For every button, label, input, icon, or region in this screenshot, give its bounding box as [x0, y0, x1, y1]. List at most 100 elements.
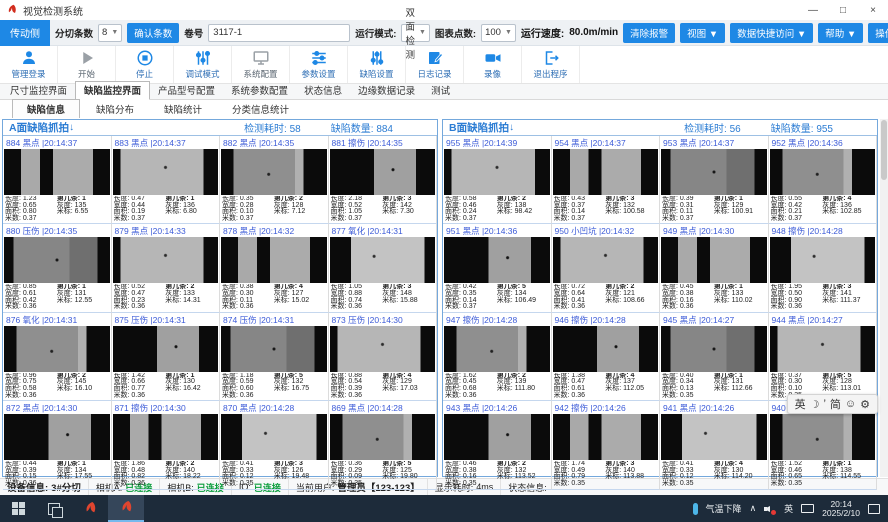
defect-cell[interactable]: 872 黑点 20:14:30 长度: 0.44 宽度: 0.39 面积: 0.… [3, 401, 112, 490]
subtab-defect-distribution[interactable]: 缺陷分布 [96, 105, 135, 116]
maximize-button[interactable]: □ [839, 4, 847, 16]
defect-length: 1.38 [571, 372, 586, 379]
defect-area: 0.41 [571, 296, 586, 304]
sort-down-icon[interactable]: ↓ [69, 122, 75, 133]
help-menu-button[interactable]: 帮助 ▼ [818, 22, 864, 43]
ime-indicator[interactable]: 英 [784, 504, 794, 514]
defect-cell[interactable]: 875 压伤 20:14:31 长度: 1.42 宽度: 0.66 面积: 0.… [111, 312, 220, 402]
defect-cell[interactable]: 877 氧化 20:14:31 长度: 1.05 宽度: 0.88 面积: 0.… [328, 224, 437, 313]
subtab-defect-info[interactable]: 缺陷信息 [12, 99, 81, 119]
system-config-button[interactable]: 系统配置 [232, 46, 290, 83]
record-video-button[interactable]: 录像 [464, 46, 522, 83]
active-app-button[interactable] [108, 495, 144, 522]
defect-gray: 126 [291, 466, 304, 474]
pinned-app-button[interactable] [72, 495, 108, 522]
defect-cell[interactable]: 942 擦伤 20:14:26 长度: 1.74 宽度: 0.49 面积: 0.… [551, 401, 660, 490]
defect-cell[interactable]: 871 擦伤 20:14:30 长度: 1.86 宽度: 0.48 面积: 0.… [111, 401, 220, 490]
run-mode-dropdown[interactable]: 双面检测 ▼ [401, 8, 430, 61]
defect-cell[interactable]: 952 黑点 20:14:36 长度: 0.55 宽度: 0.42 面积: 0.… [768, 136, 877, 225]
defect-cell[interactable]: 955 黑点 20:14:39 长度: 0.58 宽度: 0.46 面积: 0.… [443, 136, 552, 225]
sort-down-icon[interactable]: ↓ [509, 122, 515, 133]
gear-icon[interactable]: ⚙ [860, 398, 870, 411]
defect-cell[interactable]: 881 擦伤 20:14:35 长度: 2.18 宽度: 0.52 面积: 1.… [328, 136, 437, 225]
defect-cell[interactable]: 878 黑点 20:14:32 长度: 0.38 宽度: 0.30 面积: 0.… [220, 224, 329, 313]
defect-cell[interactable]: 882 黑点 20:14:35 长度: 0.35 宽度: 0.28 面积: 0.… [220, 136, 329, 225]
defect-cell[interactable]: 954 黑点 20:14:37 长度: 0.43 宽度: 0.37 面积: 0.… [551, 136, 660, 225]
defect-settings-button[interactable]: 缺陷设置 [348, 46, 406, 83]
tab-test[interactable]: 测试 [431, 86, 451, 97]
defect-cell[interactable]: 880 压伤 20:14:35 长度: 0.85 宽度: 0.61 面积: 0.… [3, 224, 112, 313]
defect-cell[interactable]: 940 擦伤 20:14:26 长度: 1.52 宽度: 0.46 面积: 0.… [768, 401, 877, 490]
tab-size-monitor[interactable]: 尺寸监控界面 [10, 86, 68, 97]
confirm-count-button[interactable]: 确认条数 [127, 22, 180, 43]
parameter-settings-button[interactable]: 参数设置 [290, 46, 348, 83]
subtab-defect-stats[interactable]: 缺陷统计 [164, 105, 203, 116]
moon-icon[interactable]: ☽ [809, 398, 820, 411]
chart-points-dropdown[interactable]: 100 ▼ [481, 23, 516, 42]
defect-cell[interactable]: 941 黑点 20:14:26 长度: 0.41 宽度: 0.33 面积: 0.… [660, 401, 769, 490]
data-access-menu-button[interactable]: 数据快捷访问 ▼ [730, 22, 814, 43]
defect-cell[interactable]: 870 黑点 20:14:28 长度: 0.41 宽度: 0.33 面积: 0.… [220, 401, 329, 490]
tab-edge-data[interactable]: 边缘数据记录 [358, 86, 416, 97]
tab-system-params[interactable]: 系统参数配置 [231, 86, 289, 97]
taskbar-clock[interactable]: 20:14 2025/2/10 [822, 499, 860, 518]
ime-simplified-toggle[interactable]: 简 [829, 399, 841, 411]
defect-cell[interactable]: 951 黑点 20:14:36 长度: 0.42 宽度: 0.35 面积: 0.… [443, 224, 552, 313]
defect-cell[interactable]: 874 压伤 20:14:31 长度: 1.18 宽度: 0.59 面积: 0.… [220, 312, 329, 402]
defect-cell[interactable]: 948 擦伤 20:14:28 长度: 1.95 宽度: 0.50 面积: 0.… [768, 224, 877, 313]
slit-count-dropdown[interactable]: 8 ▼ [98, 23, 123, 42]
defect-meta: 长度: 1.62 宽度: 0.45 面积: 0.68 米数: 0.36 第几条:… [445, 372, 536, 399]
stop-button[interactable]: 停止 [116, 46, 174, 83]
weather-widget[interactable]: 气温下降 [705, 504, 742, 514]
defect-cell[interactable]: 884 黑点 20:14:37 长度: 1.23 宽度: 0.65 面积: 0.… [3, 136, 112, 225]
tab-status-info[interactable]: 状态信息 [304, 86, 343, 97]
punctuation-icon[interactable]: ’ [823, 398, 826, 410]
defect-cell[interactable]: 946 擦伤 20:14:28 长度: 1.38 宽度: 0.47 面积: 0.… [551, 312, 660, 402]
drive-side-button[interactable]: 传动侧 [0, 19, 50, 46]
hidden-icons-button[interactable]: ∧ [749, 503, 757, 513]
view-menu-button[interactable]: 视图 ▼ [680, 22, 726, 43]
defect-cell[interactable]: 873 压伤 20:14:30 长度: 0.88 宽度: 0.54 面积: 0.… [328, 312, 437, 402]
defect-cell[interactable]: 949 黑点 20:14:30 长度: 0.45 宽度: 0.38 面积: 0.… [660, 224, 769, 313]
defect-cell[interactable]: 947 擦伤 20:14:28 长度: 1.62 宽度: 0.45 面积: 0.… [443, 312, 552, 402]
log-record-button[interactable]: 日志记录 [406, 46, 464, 83]
defect-cell[interactable]: 944 黑点 20:14:27 长度: 0.37 宽度: 0.30 面积: 0.… [768, 312, 877, 402]
admin-login-button[interactable]: 管理登录 [0, 46, 58, 83]
minimize-button[interactable]: — [808, 4, 818, 16]
task-view-button[interactable] [36, 495, 72, 522]
thermometer-icon[interactable] [692, 502, 698, 515]
roll-number-input[interactable] [208, 23, 351, 42]
vertical-scrollbar[interactable] [880, 119, 888, 477]
defect-image [112, 325, 218, 372]
defect-cell-header: 883 黑点 20:14:37 [112, 136, 220, 148]
defect-id: 872 [6, 403, 21, 414]
keyboard-icon[interactable] [801, 504, 815, 513]
defect-cell[interactable]: 876 氧化 20:14:31 长度: 0.96 宽度: 0.75 面积: 0.… [3, 312, 112, 402]
chevron-down-icon: ▼ [418, 29, 426, 36]
action-center-icon[interactable] [868, 503, 880, 514]
defect-meters: 0.37 [788, 214, 803, 222]
defect-cell[interactable]: 953 黑点 20:14:37 长度: 0.39 宽度: 0.31 面积: 0.… [660, 136, 769, 225]
defect-meters: 0.37 [131, 214, 146, 222]
defect-cell[interactable]: 950 小凹坑 20:14:32 长度: 0.72 宽度: 0.64 面积: 0… [551, 224, 660, 313]
scrollbar-thumb[interactable] [881, 120, 887, 180]
start-button[interactable]: 开始 [58, 46, 116, 83]
defect-cell[interactable]: 869 黑点 20:14:28 长度: 0.36 宽度: 0.29 面积: 0.… [328, 401, 437, 490]
subtab-class-stats[interactable]: 分类信息统计 [232, 105, 290, 116]
debug-mode-button[interactable]: 调试模式 [174, 46, 232, 83]
volume-icon[interactable] [764, 504, 777, 515]
defect-cell[interactable]: 879 黑点 20:14:33 长度: 0.52 宽度: 0.47 面积: 0.… [111, 224, 220, 313]
ime-language-toggle[interactable]: 英 [794, 399, 806, 411]
tab-product-config[interactable]: 产品型号配置 [158, 86, 216, 97]
close-button[interactable]: × [870, 4, 876, 16]
defect-cell[interactable]: 883 黑点 20:14:37 长度: 0.47 宽度: 0.44 面积: 0.… [111, 136, 220, 225]
exit-program-button[interactable]: 退出程序 [522, 46, 580, 83]
defect-cell[interactable]: 945 黑点 20:14:27 长度: 0.40 宽度: 0.34 面积: 0.… [660, 312, 769, 402]
clear-alarm-button[interactable]: 清除报警 [623, 22, 676, 43]
emoji-icon[interactable]: ☺ [844, 398, 857, 410]
defect-cell[interactable]: 943 黑点 20:14:26 长度: 0.46 宽度: 0.38 面积: 0.… [443, 401, 552, 490]
defect-time: 20:14:30 [699, 226, 734, 236]
operate-side-button[interactable]: 操作侧 [868, 22, 888, 43]
tab-defect-monitor[interactable]: 缺陷监控界面 [75, 81, 151, 100]
start-menu-button[interactable] [0, 495, 36, 522]
